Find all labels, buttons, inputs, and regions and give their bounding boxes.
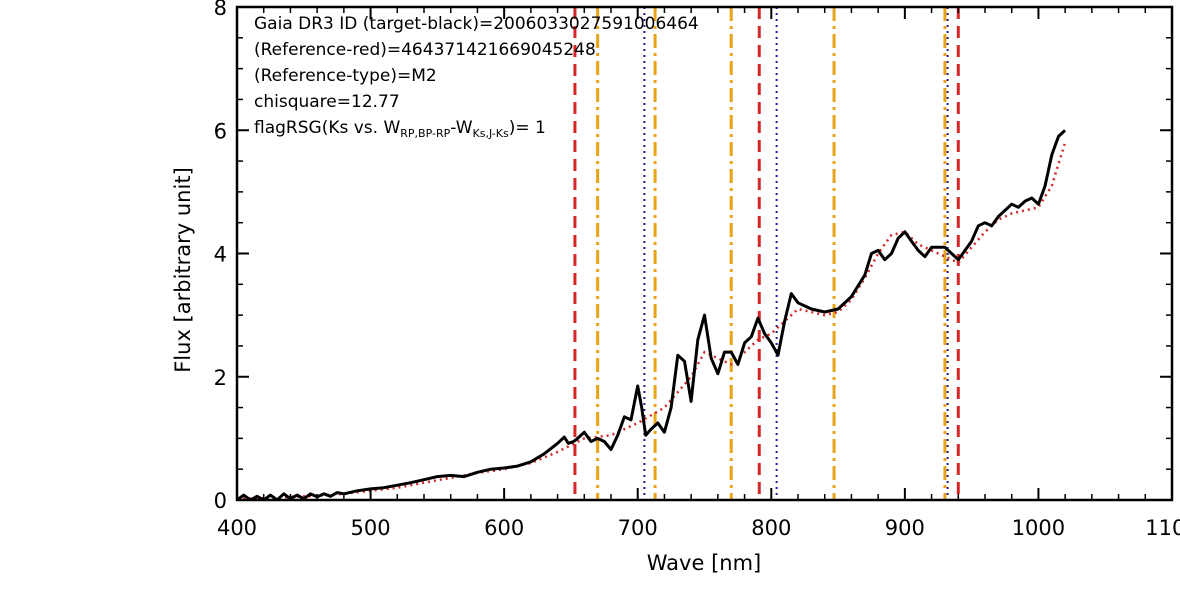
x-tick-label: 700 — [618, 516, 658, 540]
annotation-reference-type: (Reference-type)=M2 — [254, 66, 437, 86]
series-group — [237, 129, 1067, 500]
x-tick-label: 500 — [351, 516, 391, 540]
annotation-reference-id: (Reference-red)=4643714216690452​48 — [254, 40, 596, 60]
annotation-flag-rsg: flagRSG(Ks vs. WRP,BP-RP-WKs,J-Ks)= 1 — [254, 118, 546, 140]
y-tick-label: 6 — [214, 119, 227, 143]
x-tick-label: 400 — [217, 516, 257, 540]
y-tick-label: 4 — [214, 243, 227, 267]
y-tick-label: 8 — [214, 0, 227, 20]
annotation-block: Gaia DR3 ID (target-black)=2006033027591… — [254, 14, 699, 140]
annotation-chisquare: chisquare=12.77 — [254, 92, 400, 112]
flag-prefix: flagRSG(Ks vs. W — [254, 118, 400, 138]
feature-line-group — [573, 7, 960, 500]
x-tick-label: 1000 — [1012, 516, 1065, 540]
flag-mid: -W — [450, 118, 472, 138]
x-tick-label: 800 — [751, 516, 791, 540]
reference-spectrum-line — [237, 142, 1067, 500]
flag-suffix: )= 1 — [509, 118, 546, 138]
flag-sub-1: RP,BP-RP — [400, 127, 450, 140]
flag-sub-2: Ks,J-Ks — [473, 127, 509, 140]
annotation-gaia-id: Gaia DR3 ID (target-black)=2006033027591… — [254, 14, 699, 34]
x-tick-label: 600 — [484, 516, 524, 540]
x-axis-title: Wave [nm] — [647, 551, 761, 575]
target-spectrum-line — [237, 129, 1067, 500]
x-tick-label: 900 — [885, 516, 925, 540]
y-tick-label: 0 — [214, 489, 227, 513]
y-axis-title: Flux [arbitrary unit] — [171, 167, 195, 373]
y-tick-label: 2 — [214, 366, 227, 390]
